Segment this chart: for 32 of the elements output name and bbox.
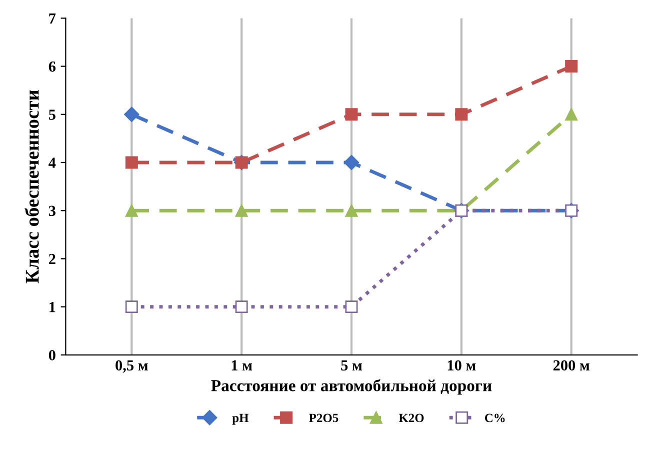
y-tick-label: 0: [48, 350, 56, 360]
y-tick-label: 6: [48, 61, 56, 72]
point: [345, 300, 358, 314]
point: [345, 108, 358, 121]
point: [455, 108, 468, 121]
point: [565, 60, 578, 73]
y-tick-label: 2: [48, 254, 56, 264]
y-tick-label: 4: [48, 158, 56, 168]
y-tick-label: 1: [50, 302, 56, 312]
y-tick-label: 5: [48, 110, 56, 120]
legend-label: P2O5: [309, 414, 338, 422]
point: [124, 106, 140, 122]
y-axis-title: Класс обеспеченности: [24, 90, 39, 284]
y-tick-label: 3: [48, 206, 56, 216]
point: [235, 204, 248, 217]
x-axis-title: Расстояние от автомобильной дороги: [211, 379, 492, 395]
x-tick-label: 10 м: [448, 360, 476, 371]
point: [565, 108, 578, 121]
point: [344, 154, 360, 170]
y-tick-label: 7: [49, 13, 56, 24]
point: [235, 300, 248, 314]
x-tick-label: 5 м: [341, 360, 362, 371]
legend-label: pH: [232, 414, 249, 425]
x-tick-label: 1 м: [232, 360, 252, 370]
point: [125, 204, 138, 217]
legend-label: C%: [484, 414, 505, 422]
point: [125, 300, 138, 314]
x-tick-label: 0,5 м: [116, 360, 148, 373]
point: [345, 204, 358, 217]
x-tick-label: 200 м: [553, 360, 590, 371]
legend-label: K2O: [398, 414, 424, 422]
point: [125, 156, 138, 169]
